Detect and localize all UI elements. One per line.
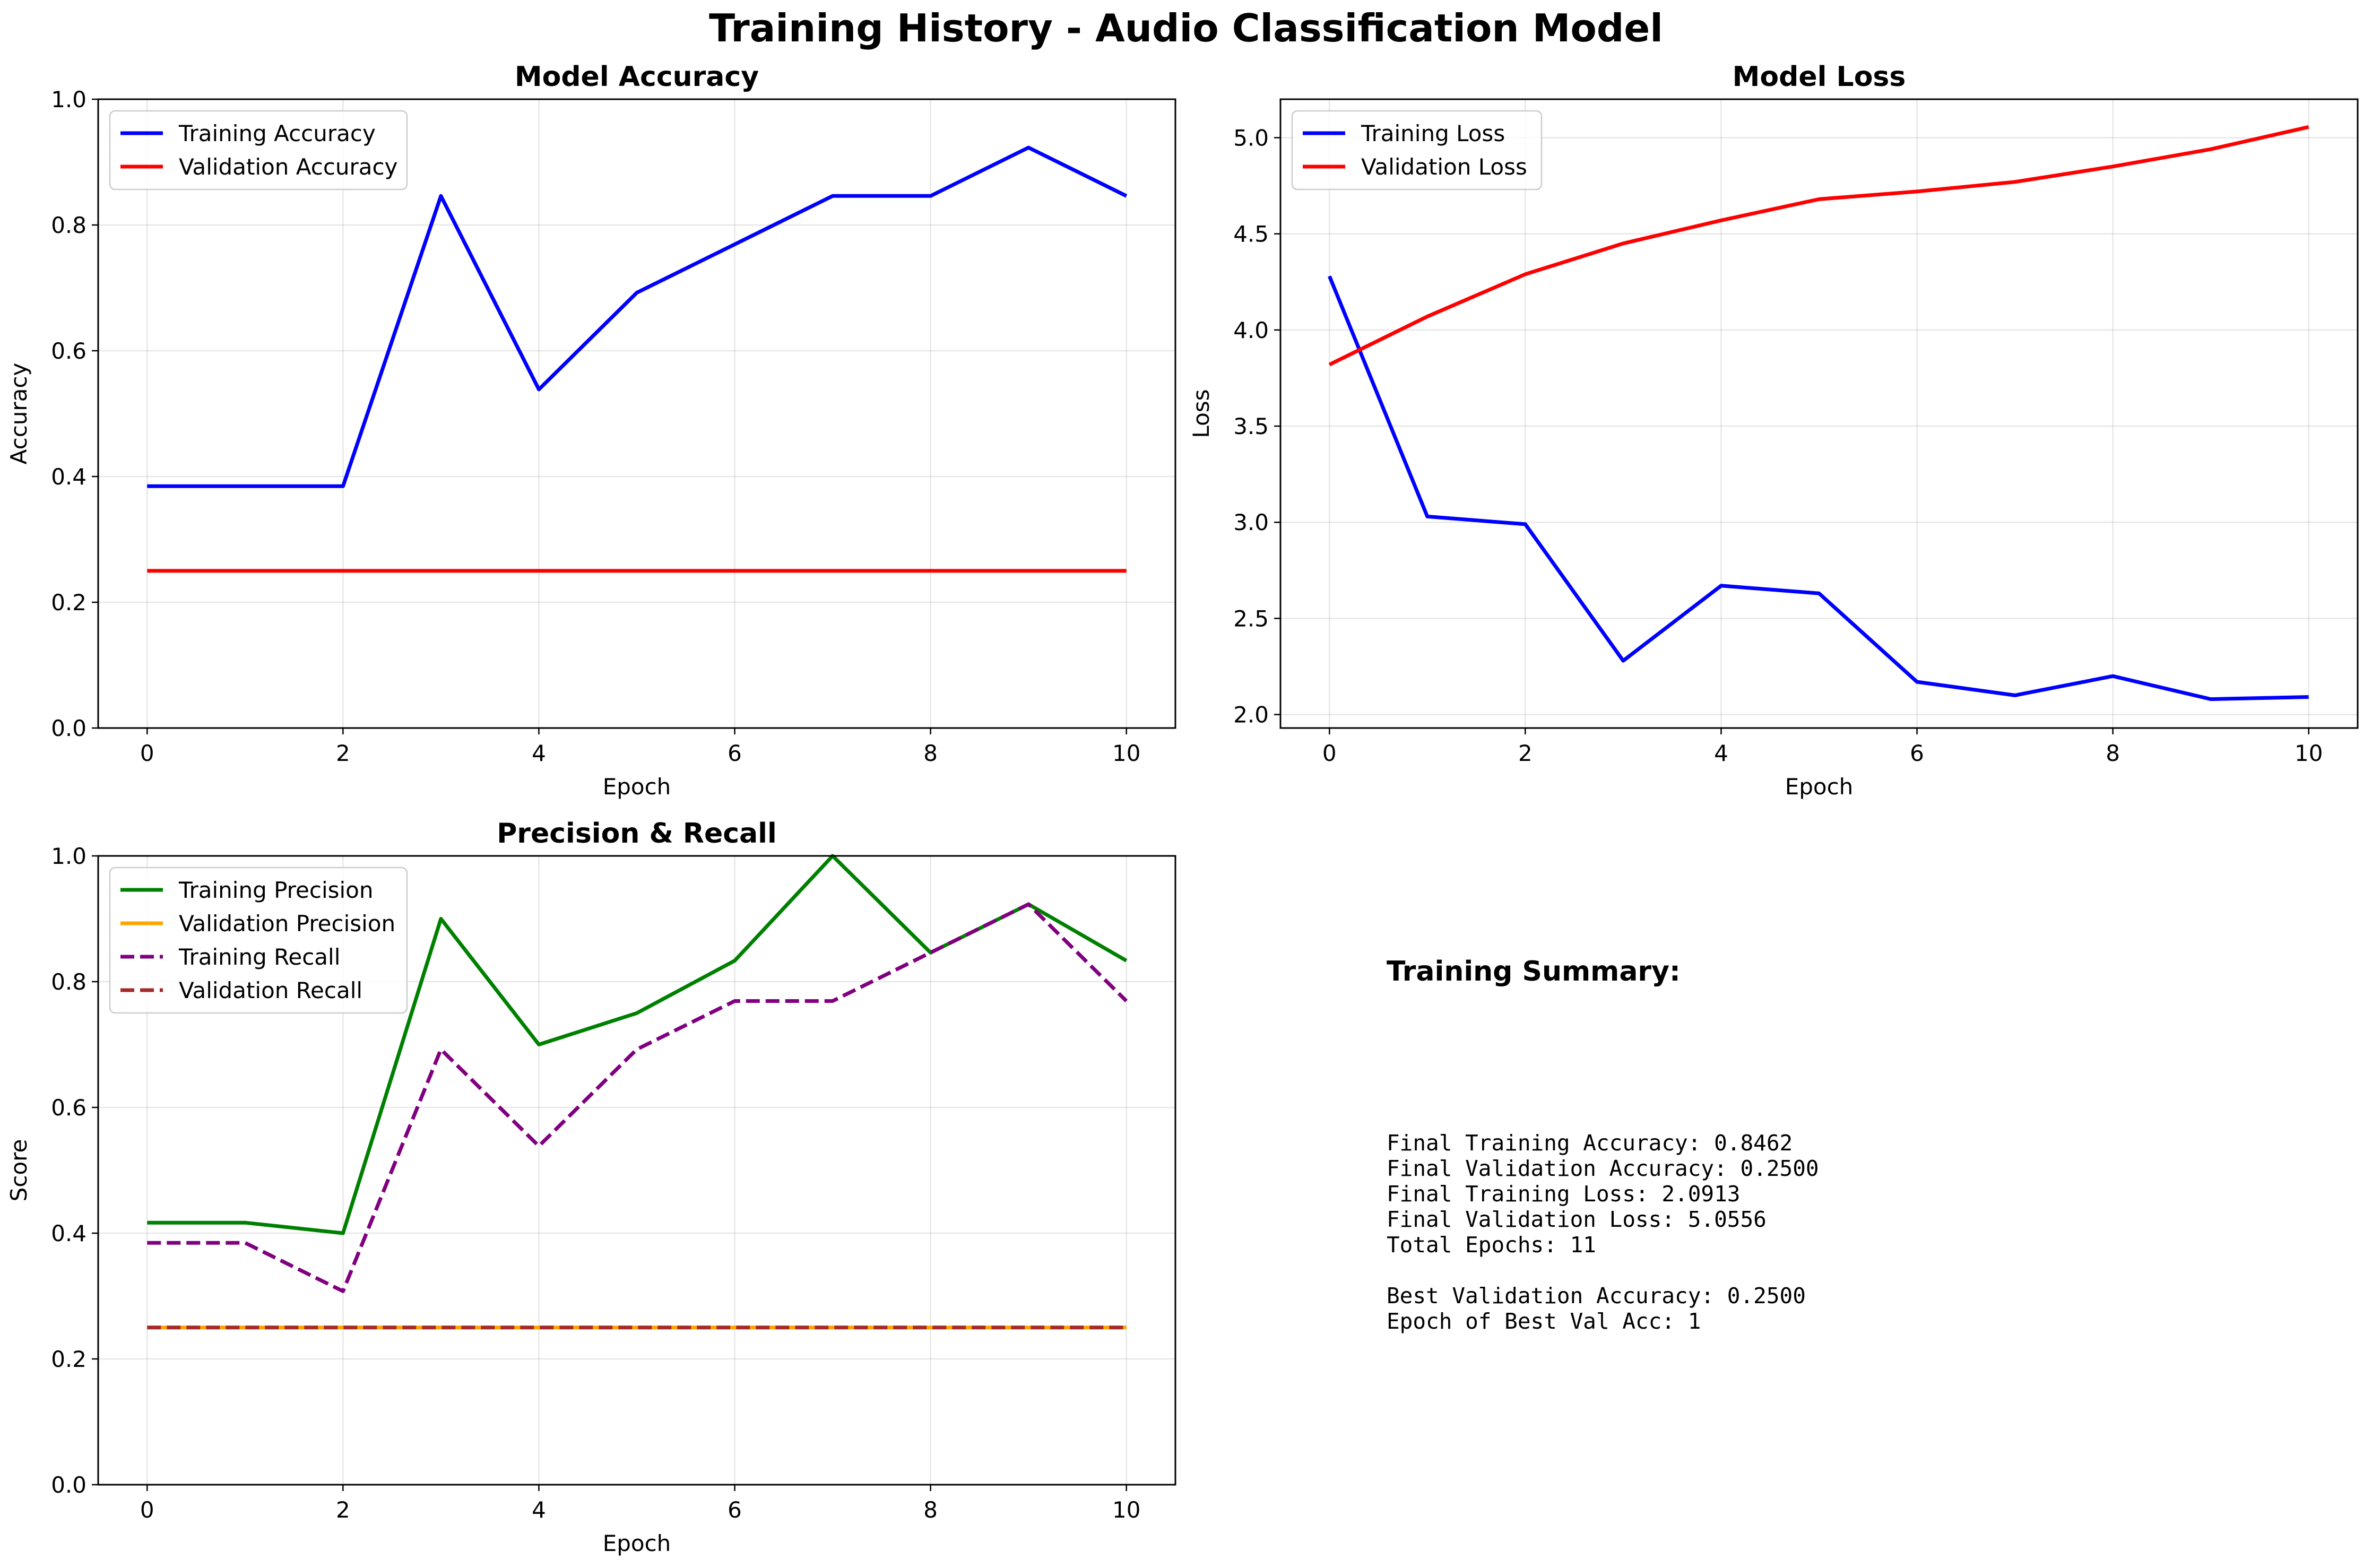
x-tick-label: 10 <box>1112 740 1140 766</box>
series-line-training-accuracy <box>147 145 1128 488</box>
x-tick-label: 2 <box>336 1497 350 1523</box>
legend-label-training-recall: Training Recall <box>178 944 340 970</box>
loss-panel: 0 2 4 6 8 10 2.0 2.5 3.0 3.5 4.0 4.5 5.0 Epoch Loss Mod… <box>1188 61 2359 800</box>
y-tick-label: 3.0 <box>1233 509 1269 535</box>
summary-line-final-validation-accuracy: Final Validation Accuracy: 0.2500 <box>1387 1156 1819 1181</box>
y-tick-label: 4.0 <box>1233 317 1269 343</box>
legend-box <box>1291 110 1543 190</box>
x-tick-label: 10 <box>2295 740 2323 766</box>
y-tick-label: 4.5 <box>1233 221 1269 247</box>
legend: Training Precision Validation Precision Tr… <box>109 867 408 1014</box>
x-tick-label: 8 <box>923 740 938 766</box>
y-tick-label: 1.0 <box>51 843 86 869</box>
x-tick-label: 6 <box>728 1497 742 1523</box>
training-summary-panel: Training Summary: Final Training Accurac… <box>1387 956 1819 1334</box>
y-tick-label: 0.0 <box>51 1472 86 1498</box>
series-line-training-loss <box>1328 275 2309 701</box>
y-tick-label: 2.0 <box>1233 702 1269 728</box>
y-axis-label: Loss <box>1188 389 1214 438</box>
accuracy-panel: 0 2 4 6 8 10 0.0 0.2 0.4 0.6 0.8 1.0 Epoch Accuracy Mo… <box>6 61 1176 800</box>
x-tick-label: 2 <box>336 740 350 766</box>
x-tick-label: 4 <box>532 740 546 766</box>
legend-label-training-accuracy: Training Accuracy <box>178 120 376 146</box>
x-tick-label: 4 <box>532 1497 546 1523</box>
y-axis-label: Accuracy <box>6 363 32 465</box>
summary-title: Training Summary: <box>1387 956 1681 987</box>
precision-recall-panel: 0 2 4 6 8 10 0.0 0.2 0.4 0.6 0.8 1.0 Epoch Score Preci… <box>6 818 1176 1556</box>
chart-title: Model Accuracy <box>515 61 759 93</box>
y-tick-label: 0.0 <box>51 715 86 741</box>
x-tick-label: 0 <box>140 740 154 766</box>
y-axis-label: Score <box>6 1139 32 1202</box>
x-tick-label: 2 <box>1518 740 1533 766</box>
legend-label-validation-precision: Validation Precision <box>179 911 395 937</box>
x-tick-label: 8 <box>2106 740 2120 766</box>
legend-label-validation-loss: Validation Loss <box>1361 154 1527 180</box>
axes-frame <box>97 855 1176 1486</box>
summary-line-final-validation-loss: Final Validation Loss: 5.0556 <box>1387 1207 1767 1232</box>
x-axis-label: Epoch <box>603 774 671 800</box>
y-tick-label: 1.0 <box>51 86 86 112</box>
legend-box <box>109 110 408 190</box>
y-tick-label: 2.5 <box>1233 605 1269 631</box>
y-tick-label: 0.4 <box>51 464 86 490</box>
axes-frame <box>1279 98 2359 729</box>
legend-box <box>109 867 408 1014</box>
y-tick-label: 5.0 <box>1233 125 1269 151</box>
x-tick-label: 6 <box>1910 740 1924 766</box>
legend: Training Accuracy Validation Accuracy <box>109 110 408 190</box>
summary-line-best-validation-accuracy: Best Validation Accuracy: 0.2500 <box>1387 1283 1806 1309</box>
x-tick-label: 0 <box>140 1497 154 1523</box>
x-tick-label: 6 <box>728 740 742 766</box>
series-line-training-precision <box>147 854 1128 1235</box>
legend-label-training-precision: Training Precision <box>178 877 373 903</box>
summary-line-total-epochs: Total Epochs: 11 <box>1387 1232 1596 1258</box>
x-tick-label: 10 <box>1112 1497 1140 1523</box>
axes-frame <box>97 98 1176 729</box>
y-tick-label: 3.5 <box>1233 413 1269 439</box>
legend-label-validation-accuracy: Validation Accuracy <box>179 154 398 180</box>
legend-label-training-loss: Training Loss <box>1361 120 1505 146</box>
summary-line-epoch-of-best-val-acc: Epoch of Best Val Acc: 1 <box>1387 1309 1701 1334</box>
x-axis-label: Epoch <box>1785 774 1854 800</box>
x-tick-label: 0 <box>1322 740 1337 766</box>
x-tick-label: 8 <box>923 1497 938 1523</box>
summary-line-final-training-accuracy: Final Training Accuracy: 0.8462 <box>1387 1130 1793 1156</box>
y-tick-label: 0.4 <box>51 1220 86 1246</box>
series-line-training-recall <box>147 902 1128 1293</box>
legend: Training Loss Validation Loss <box>1291 110 1543 190</box>
series-line-validation-loss <box>1328 125 2309 367</box>
y-tick-label: 0.6 <box>51 338 86 364</box>
figure-title: Training History - Audio Classification … <box>709 6 1663 50</box>
chart-title: Model Loss <box>1733 61 1906 93</box>
y-tick-label: 0.6 <box>51 1095 86 1121</box>
y-tick-label: 0.8 <box>51 969 86 995</box>
y-tick-label: 0.8 <box>51 212 86 238</box>
summary-line-final-training-loss: Final Training Loss: 2.0913 <box>1387 1181 1740 1207</box>
y-tick-label: 0.2 <box>51 1346 86 1372</box>
x-tick-label: 4 <box>1714 740 1728 766</box>
legend-label-validation-recall: Validation Recall <box>179 977 362 1003</box>
x-axis-label: Epoch <box>603 1530 671 1556</box>
chart-title: Precision & Recall <box>497 818 777 850</box>
y-tick-label: 0.2 <box>51 590 86 616</box>
